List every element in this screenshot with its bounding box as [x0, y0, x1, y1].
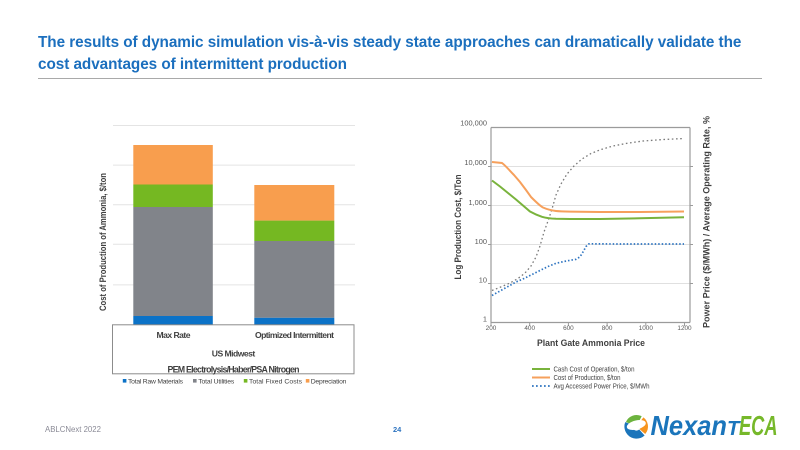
- svg-text:US Midwest: US Midwest: [212, 348, 256, 358]
- svg-text:400: 400: [524, 325, 535, 332]
- svg-text:Nexan: Nexan: [651, 410, 728, 441]
- svg-text:200: 200: [486, 325, 497, 332]
- svg-text:Avg Accessed Power Price, $/MW: Avg Accessed Power Price, $/MWh: [554, 382, 650, 391]
- svg-text:PEM Electrolysis/Haber/PSA Nit: PEM Electrolysis/Haber/PSA Nitrogen: [168, 364, 300, 374]
- svg-text:ECA: ECA: [739, 410, 778, 441]
- svg-text:1: 1: [483, 315, 487, 324]
- svg-text:Total Raw Materials: Total Raw Materials: [128, 378, 184, 385]
- svg-text:Log Production Cost, $/Ton: Log Production Cost, $/Ton: [453, 174, 463, 279]
- svg-text:100: 100: [475, 237, 487, 246]
- svg-text:Cash Cost of Operation, $/ton: Cash Cost of Operation, $/ton: [554, 365, 635, 374]
- svg-text:T: T: [727, 417, 741, 440]
- svg-text:Total Fixed Costs: Total Fixed Costs: [249, 378, 303, 385]
- svg-text:Max Rate: Max Rate: [157, 330, 191, 340]
- svg-text:10: 10: [479, 276, 487, 285]
- svg-text:Plant Gate Ammonia Price: Plant Gate Ammonia Price: [537, 338, 645, 349]
- svg-text:Power Price ($/MWh) / Average: Power Price ($/MWh) / Average Operating …: [702, 116, 712, 328]
- svg-text:100,000: 100,000: [460, 119, 487, 128]
- svg-text:1200: 1200: [677, 325, 692, 332]
- svg-text:800: 800: [602, 325, 613, 332]
- svg-text:Cost of Production, $/ton: Cost of Production, $/ton: [554, 373, 621, 382]
- svg-text:1000: 1000: [639, 325, 654, 332]
- svg-text:Total Utilities: Total Utilities: [198, 378, 235, 385]
- svg-text:10,000: 10,000: [464, 158, 487, 167]
- svg-text:600: 600: [563, 325, 574, 332]
- svg-text:1,000: 1,000: [469, 198, 488, 207]
- svg-text:Cost of Production of Ammonia,: Cost of Production of Ammonia, $/ton: [98, 173, 109, 311]
- svg-text:Depreciation: Depreciation: [311, 378, 347, 385]
- svg-text:Optimized Intermittent: Optimized Intermittent: [255, 330, 334, 340]
